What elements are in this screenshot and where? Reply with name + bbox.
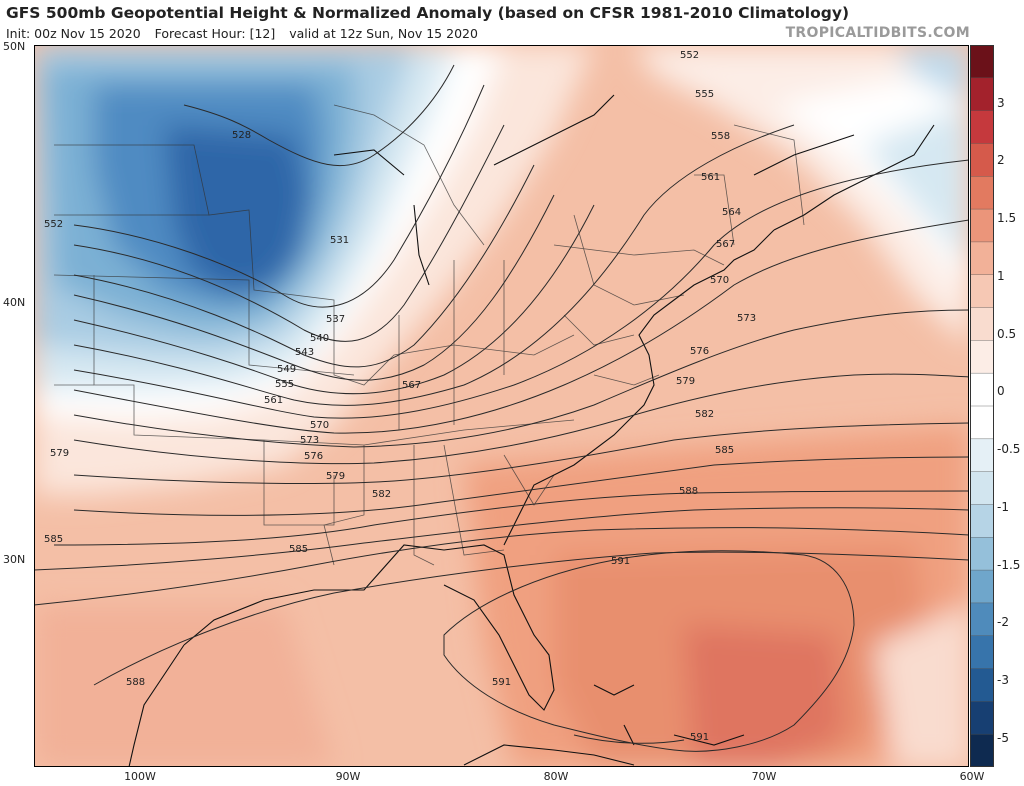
contour-label: 558	[711, 131, 730, 142]
lat-label-50n: 50N	[3, 40, 26, 53]
anomaly-shading	[34, 45, 969, 767]
colorbar-tick: 2	[997, 153, 1005, 167]
site-credit: TROPICALTIDBITS.COM	[785, 25, 970, 41]
coastlines	[128, 94, 935, 767]
contour-label: 561	[264, 395, 283, 406]
contour-label: 591	[690, 732, 709, 743]
contour-label: 585	[44, 534, 63, 545]
contour-label: 588	[126, 677, 145, 688]
height-contours	[34, 64, 969, 752]
colorbar-bin	[970, 143, 994, 177]
contour-label: 591	[492, 677, 511, 688]
colorbar-tick: -1	[997, 500, 1009, 514]
lon-label-80w: 80W	[543, 770, 569, 783]
lon-label-100w: 100W	[124, 770, 156, 783]
valid-time: valid at 12z Sun, Nov 15 2020	[289, 26, 478, 41]
contour-label: 555	[275, 379, 294, 390]
colorbar-tick: -3	[997, 673, 1009, 687]
colorbar-bin	[970, 241, 994, 276]
colorbar-bin	[970, 45, 994, 79]
lat-label-40n: 40N	[3, 296, 26, 309]
contour-label: 588	[679, 486, 698, 497]
contour-label: 573	[300, 435, 319, 446]
weather-map: 528 531 537 540 543 549 552 555 552 555 …	[34, 45, 969, 767]
contour-label: 552	[680, 50, 699, 61]
contour-label: 582	[695, 409, 714, 420]
colorbar-tick: 1	[997, 269, 1005, 283]
colorbar-tick: -5	[997, 731, 1009, 745]
contour-label: 528	[232, 130, 251, 141]
colorbar-tick: 0.5	[997, 327, 1017, 341]
lon-label-60w: 60W	[959, 770, 985, 783]
colorbar-bin	[970, 701, 994, 735]
colorbar-bin	[970, 176, 994, 210]
lon-label-90w: 90W	[335, 770, 361, 783]
contour-label: 579	[50, 448, 69, 459]
contour-label: 570	[710, 275, 729, 286]
contour-label: 579	[676, 376, 695, 387]
contour-label: 543	[295, 347, 314, 358]
colorbar-bin	[970, 438, 994, 473]
contour-labels: 528 531 537 540 543 549 552 555 552 555 …	[44, 50, 756, 743]
contour-label: 555	[695, 89, 714, 100]
contour-label: 564	[722, 207, 741, 218]
colorbar-tick: -1.5	[997, 558, 1021, 572]
colorbar-bin	[970, 110, 994, 144]
forecast-hour: Forecast Hour: [12]	[154, 26, 276, 41]
colorbar	[970, 45, 994, 767]
colorbar-bin	[970, 373, 994, 407]
init-time: Init: 00z Nov 15 2020	[6, 26, 141, 41]
contour-label: 576	[304, 451, 323, 462]
colorbar-bin	[970, 570, 994, 604]
colorbar-bin	[970, 340, 994, 374]
contour-label: 537	[326, 314, 345, 325]
contour-label: 567	[716, 239, 735, 250]
lon-label-70w: 70W	[751, 770, 777, 783]
colorbar-bin	[970, 274, 994, 309]
contour-label: 585	[715, 445, 734, 456]
contour-label: 540	[310, 333, 329, 344]
contour-label: 585	[289, 544, 308, 555]
colorbar-tick: -0.5	[997, 442, 1021, 456]
colorbar-bin	[970, 77, 994, 112]
contour-label: 570	[310, 420, 329, 431]
contour-label: 573	[737, 313, 756, 324]
contour-label: 576	[690, 346, 709, 357]
colorbar-frame	[970, 45, 994, 767]
colorbar-bin	[970, 504, 994, 538]
colorbar-bins	[970, 45, 994, 767]
colorbar-bin	[970, 734, 994, 767]
colorbar-bin	[970, 635, 994, 670]
colorbar-tick: 3	[997, 96, 1005, 110]
colorbar-bin	[970, 209, 994, 243]
contour-label: 561	[701, 172, 720, 183]
colorbar-tick: 0	[997, 384, 1005, 398]
contour-label: 579	[326, 471, 345, 482]
contour-label: 552	[44, 219, 63, 230]
map-title: GFS 500mb Geopotential Height & Normaliz…	[6, 4, 850, 22]
map-subtitle: Init: 00z Nov 15 2020 Forecast Hour: [12…	[6, 26, 488, 41]
contour-label: 591	[611, 556, 630, 567]
colorbar-bin	[970, 537, 994, 571]
contour-label: 549	[277, 364, 296, 375]
colorbar-bin	[970, 406, 994, 440]
colorbar-bin	[970, 307, 994, 341]
colorbar-tick: -2	[997, 615, 1009, 629]
colorbar-tick: 1.5	[997, 211, 1017, 225]
colorbar-bin	[970, 668, 994, 702]
colorbar-bin	[970, 471, 994, 505]
colorbar-bin	[970, 602, 994, 637]
lat-label-30n: 30N	[3, 553, 26, 566]
map-frame	[34, 45, 969, 767]
contour-label: 531	[330, 235, 349, 246]
contour-label: 567	[402, 380, 421, 391]
contour-label: 582	[372, 489, 391, 500]
